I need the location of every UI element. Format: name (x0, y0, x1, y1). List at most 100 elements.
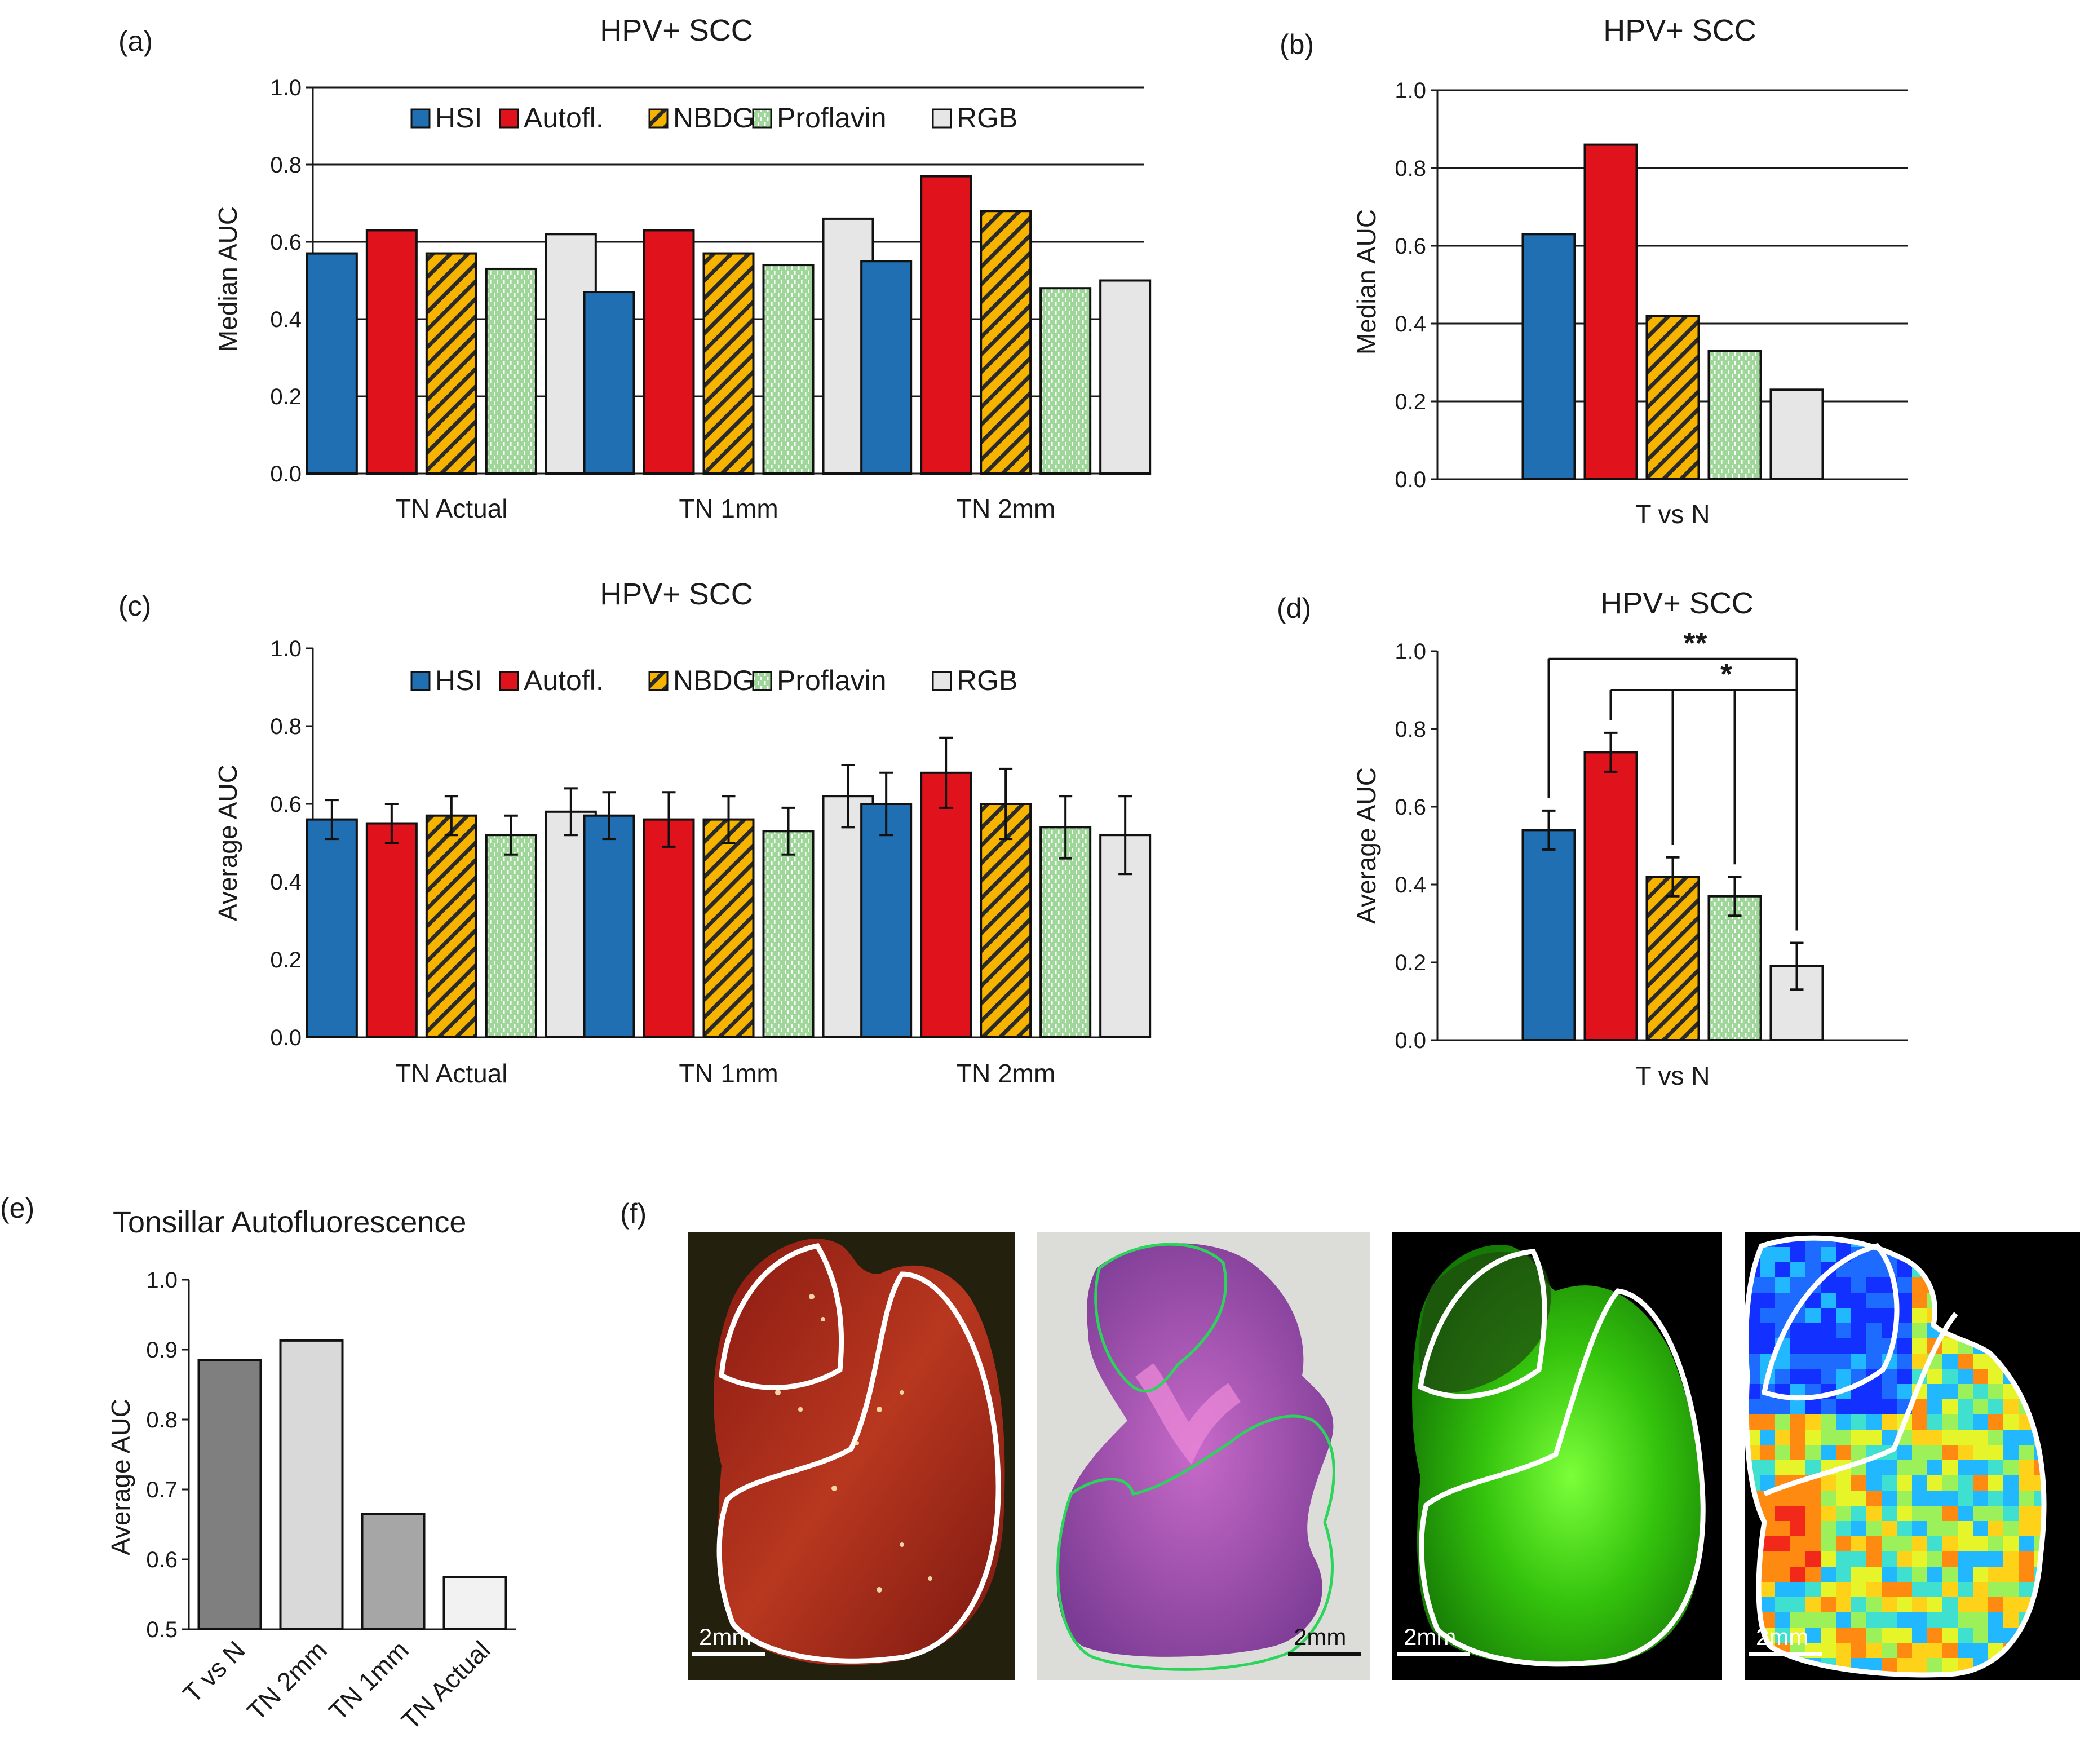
heatmap-cell (1805, 1369, 1821, 1384)
heatmap-cell (1927, 1567, 1942, 1582)
heatmap-cell (1988, 1628, 2003, 1643)
heatmap-cell (1805, 1414, 1821, 1430)
bar-c-hsi-tn-actual (306, 818, 358, 1038)
bar-a-autofl-tn-actual (365, 229, 418, 475)
heatmap-cell (1942, 1399, 1958, 1414)
heatmap-cell (1958, 1414, 1973, 1430)
ytick-label-b-0: 0.0 (1395, 467, 1426, 492)
bar-a-proflavin-tn-actual (485, 267, 537, 475)
heatmap-cell (1760, 1338, 1775, 1354)
heatmap-cell (1897, 1445, 1912, 1460)
bar-c-hsi-tn-2mm (860, 803, 913, 1038)
heatmap-cell (1866, 1597, 1882, 1612)
heatmap-cell (1912, 1491, 1927, 1506)
panel-c-legend: HSI Autofl. NBDG Proflavin RGB (410, 665, 1017, 696)
heatmap-cell (2019, 1536, 2034, 1551)
ytick-label-d-1: 0.2 (1395, 950, 1426, 975)
heatmap-cell (1866, 1384, 1882, 1399)
legend-swatch-c-proflavin (752, 671, 772, 691)
prediction-heatmap-image: 2mm (1743, 1232, 2080, 1680)
heatmap-cell (1912, 1628, 1927, 1643)
heatmap-cell (1897, 1491, 1912, 1506)
heatmap-cell (1790, 1247, 1805, 1262)
heatmap-cell (1851, 1277, 1866, 1293)
heatmap-cell (1973, 1628, 1988, 1643)
heatmap-cell (1836, 1612, 1851, 1628)
panel-f-letter: (f) (620, 1198, 647, 1230)
heatmap-cell (1866, 1491, 1882, 1506)
heatmap-cell (1927, 1521, 1942, 1536)
heatmap-cell (1897, 1506, 1912, 1521)
heatmap-cell (1775, 1567, 1790, 1582)
heatmap-cell (1866, 1567, 1882, 1582)
heatmap-cell (1897, 1643, 1912, 1658)
heatmap-cell (1973, 1506, 1988, 1521)
bar-b-autofl-t-vs-n (1583, 143, 1638, 481)
heatmap-cell (1942, 1414, 1958, 1430)
panel-c-categories: TN Actual TN 1mm TN 2mm (395, 1059, 1055, 1088)
heatmap-cell (2003, 1612, 2019, 1628)
legend-swatch-a-autofl (499, 108, 519, 129)
heatmap-cell (1942, 1582, 1958, 1597)
heatmap-cell (1973, 1643, 1988, 1658)
heatmap-cell (1836, 1414, 1851, 1430)
heatmap-cell (1866, 1582, 1882, 1597)
panel-a-letter: (a) (118, 25, 153, 57)
heatmap-cell (1775, 1628, 1790, 1643)
heatmap-cell (1912, 1430, 1927, 1445)
bar-b-hsi-t-vs-n (1521, 233, 1576, 480)
heatmap-cell (1851, 1521, 1866, 1536)
panel-d-letter: (d) (1277, 593, 1311, 624)
legend-swatch-a-proflavin (752, 108, 772, 129)
heatmap-cell (1882, 1460, 1897, 1475)
heatmap-cell (1821, 1354, 1836, 1369)
category-label-e-tn-2mm: TN 2mm (241, 1635, 332, 1726)
heatmap-cell (1760, 1430, 1775, 1445)
ytick-label-c-0: 0.0 (270, 1025, 302, 1050)
legend-swatch-c-nbdg (648, 671, 669, 691)
heatmap-cell (1790, 1628, 1805, 1643)
heatmap-cell (2003, 1521, 2019, 1536)
heatmap-cell (1836, 1430, 1851, 1445)
heatmap-cell (1760, 1323, 1775, 1338)
ytick-label-c-2: 0.4 (270, 870, 302, 895)
panel-c-ylabel: Average AUC (213, 764, 242, 921)
panel-d-yticks: 0.0 0.2 0.4 0.6 0.8 1.0 (1395, 639, 1908, 1053)
heatmap-cell (2003, 1597, 2019, 1612)
bar-c-autofl-tn-1mm (643, 818, 695, 1038)
panel-a-legend: HSI Autofl. NBDG Proflavin RGB (410, 102, 1017, 134)
heatmap-cell (1882, 1414, 1897, 1430)
heatmap-cell (1958, 1475, 1973, 1491)
heatmap-cell (1760, 1262, 1775, 1277)
heatmap-cell (1942, 1369, 1958, 1384)
heatmap-cell (1882, 1521, 1897, 1536)
heatmap-cell (1912, 1536, 1927, 1551)
heatmap-cell (1760, 1277, 1775, 1293)
heatmap-cell (1958, 1551, 1973, 1567)
heatmap-cell (1805, 1262, 1821, 1277)
heatmap-cell (1775, 1369, 1790, 1384)
heatmap-cell (1942, 1384, 1958, 1399)
heatmap-cell (1958, 1399, 1973, 1414)
heatmap-cell (1882, 1475, 1897, 1491)
ytick-label-e-3: 0.8 (146, 1408, 178, 1433)
heatmap-cell (1973, 1460, 1988, 1475)
heatmap-cell (1851, 1338, 1866, 1354)
legend-label-a-proflavin: Proflavin (777, 102, 887, 134)
heatmap-cell (1912, 1521, 1927, 1536)
heatmap-cell (2003, 1567, 2019, 1582)
ytick-label-b-3: 0.6 (1395, 234, 1426, 259)
heatmap-cell (1882, 1384, 1897, 1399)
heatmap-cell (1927, 1643, 1942, 1658)
heatmap-cell (1805, 1536, 1821, 1551)
heatmap-cell (1851, 1323, 1866, 1338)
heatmap-cell (1775, 1430, 1790, 1445)
heatmap-cell (1927, 1475, 1942, 1491)
panel-a-bars (306, 175, 1152, 475)
heatmap-cell (1973, 1475, 1988, 1491)
bar-c-autofl-tn-actual (365, 822, 418, 1038)
heatmap-cell (1775, 1262, 1790, 1277)
heatmap-cell (1805, 1628, 1821, 1643)
ytick-label-b-5: 1.0 (1395, 78, 1426, 103)
